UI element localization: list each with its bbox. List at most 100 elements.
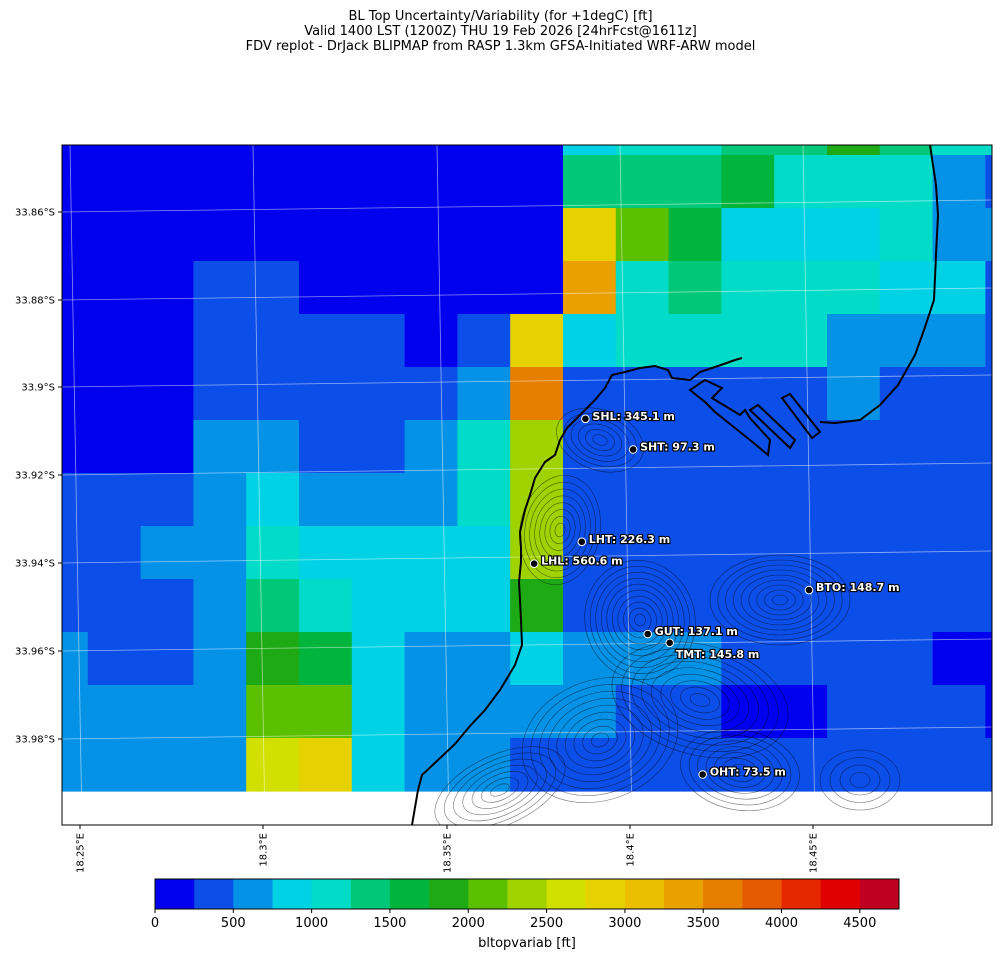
raster-cell (932, 155, 986, 209)
site-marker (804, 585, 814, 595)
raster-cell (879, 632, 934, 686)
raster-cell (404, 579, 458, 633)
colorbar-tick-label: 0 (151, 916, 159, 931)
contour-line (589, 565, 691, 675)
raster-cell (827, 314, 881, 368)
raster-cell (457, 314, 511, 368)
raster-cell (299, 738, 353, 792)
contour-line (556, 407, 644, 473)
raster-cell (668, 145, 722, 156)
contour-line (650, 667, 750, 733)
contour-line (490, 783, 510, 797)
raster-cell (193, 145, 247, 156)
raster-cell (193, 261, 247, 315)
raster-cell (62, 579, 89, 633)
contour-line (640, 660, 760, 740)
colorbar: 0 500 1000 1500 2000 2500 3000 3500 4000 4500 blto… (151, 878, 900, 951)
raster-cell (985, 367, 992, 421)
raster-cell (404, 145, 458, 156)
raster-cell (457, 261, 511, 315)
raster-cell (457, 155, 511, 209)
raster-cell (299, 208, 353, 262)
raster-cell (351, 473, 406, 527)
site-marker (665, 638, 675, 648)
contour-line (819, 749, 901, 811)
contour-line (849, 772, 871, 788)
contour-line (443, 752, 557, 825)
raster-cell (404, 314, 458, 368)
contour-line (689, 693, 711, 707)
axis-ticks: 33.86°S 33.88°S 33.9°S 33.92°S 33.94°S 33.96°… (15, 208, 819, 873)
raster-cell (87, 738, 142, 792)
contour-line (732, 569, 827, 631)
raster-cell (615, 473, 670, 527)
raster-cell (246, 685, 300, 739)
raster-cell (140, 208, 194, 262)
raster-cell (351, 367, 406, 421)
raster-cell (879, 155, 934, 209)
harbour-breakwater (688, 378, 772, 457)
lon-tick-label: 18.45°E (809, 833, 820, 873)
raster-cell (510, 420, 564, 474)
contour-line (529, 488, 591, 572)
raster-cell (985, 145, 992, 156)
site-markers: SHL: 345.1 m SHT: 97.3 m LHT: 226.3 m LHL: … (529, 409, 901, 780)
contour-line (565, 711, 635, 769)
raster-cell (62, 314, 89, 368)
raster-cell (87, 367, 142, 421)
contour-line (771, 594, 789, 606)
lat-tick-label: 33.88°S (15, 296, 55, 307)
raster-cell (351, 145, 406, 156)
raster-cell (563, 579, 617, 633)
raster-cell (827, 579, 881, 633)
raster-cell (985, 685, 992, 739)
contour-line (680, 728, 800, 812)
raster-cell (299, 632, 353, 686)
raster-cell (457, 632, 511, 686)
colorbar-swatch (664, 879, 704, 909)
raster-cell (615, 685, 670, 739)
raster-cell (404, 367, 458, 421)
contour-line (577, 423, 623, 457)
raster-cell (985, 473, 992, 527)
raster-cell (668, 314, 722, 368)
raster-cell (774, 261, 828, 315)
raster-cell (193, 738, 247, 792)
raster-cell (827, 738, 881, 792)
lat-tick-label: 33.96°S (15, 647, 55, 658)
contour-line (530, 684, 670, 796)
raster-cell (721, 473, 775, 527)
contour-line (829, 757, 891, 803)
raster-cell (932, 145, 986, 156)
raster-cell (985, 738, 992, 792)
raster-cell (457, 367, 511, 421)
raster-cell (510, 145, 564, 156)
colorbar-tick-label: 3500 (687, 916, 720, 931)
raster-cell (879, 579, 934, 633)
raster-cell (510, 261, 564, 315)
raster-cell (932, 473, 986, 527)
raster-cell (87, 314, 142, 368)
raster-cell (404, 261, 458, 315)
raster-cell (193, 526, 247, 580)
site-marker (581, 414, 590, 424)
colorbar-swatch (624, 879, 665, 909)
raster-cell (668, 632, 722, 686)
latitude-gridline (62, 550, 992, 564)
contour-line (740, 574, 820, 626)
raster-cell (827, 632, 881, 686)
raster-cell (827, 420, 881, 474)
raster-cell (932, 685, 986, 739)
raster-cell (193, 155, 247, 209)
raster-cell (140, 526, 194, 580)
raster-cell (827, 155, 881, 209)
plot-frame (61, 144, 993, 826)
contour-line (606, 583, 674, 657)
colorbar-swatch (429, 879, 469, 909)
site-label: GUT: 137.1 m (655, 625, 738, 638)
raster-cell (510, 685, 564, 739)
longitude-gridline (436, 145, 450, 825)
raster-cell (563, 155, 617, 209)
raster-cell (985, 579, 992, 633)
